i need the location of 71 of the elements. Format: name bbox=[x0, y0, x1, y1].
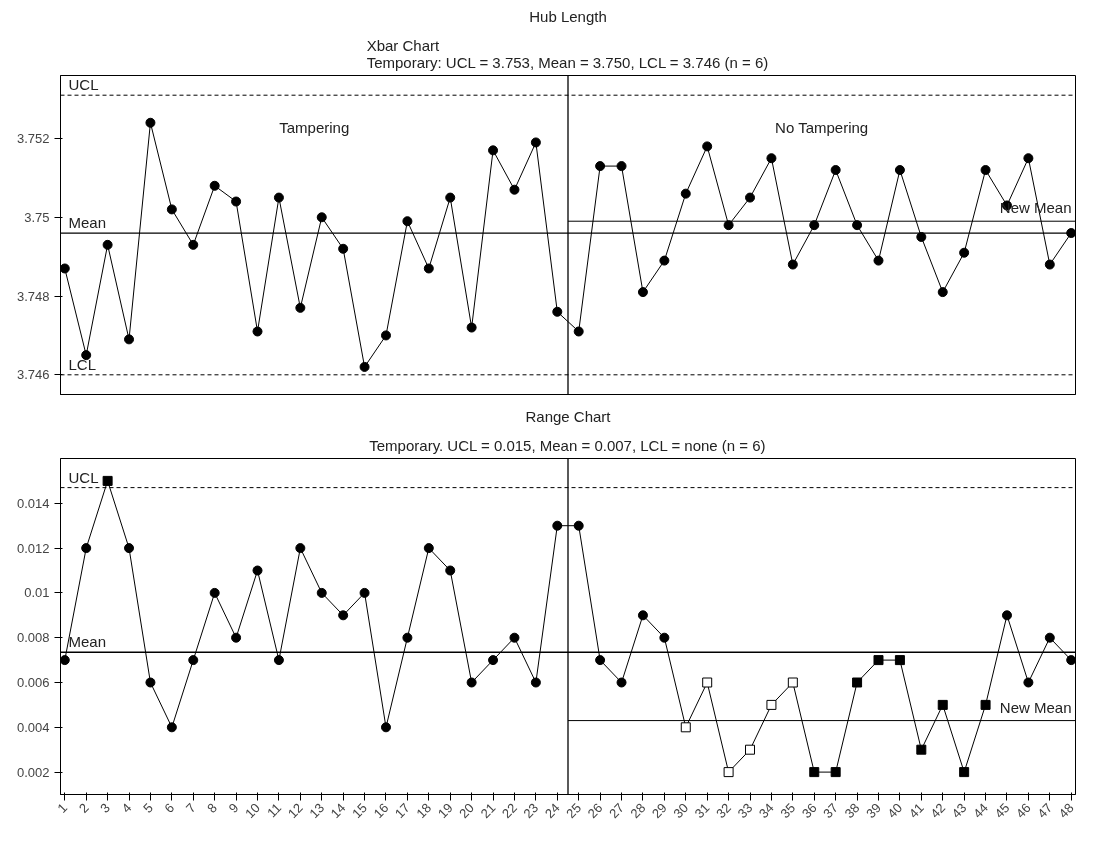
x-tick-label: 47 bbox=[1034, 800, 1056, 822]
x-tick-label: 21 bbox=[477, 800, 499, 822]
chart-subtitle: Xbar Chart Temporary: UCL = 3.753, Mean = 3.750, LCL = 3.746 (n = 6) bbox=[366, 36, 769, 71]
chart-title: Hub Length bbox=[529, 7, 607, 25]
x-tick-label: 22 bbox=[499, 800, 520, 822]
x-tick-label: 29 bbox=[648, 800, 670, 822]
y-tick-label: 0.004 bbox=[16, 719, 50, 735]
series-label: New Mean bbox=[999, 698, 1072, 716]
x-tick-label: 20 bbox=[456, 800, 478, 822]
annotation: No Tampering bbox=[775, 118, 869, 136]
x-tick-label: 43 bbox=[948, 800, 970, 822]
x-tick-label: 19 bbox=[434, 800, 456, 822]
y-tick-label: 0.008 bbox=[16, 630, 50, 646]
x-tick-label: 28 bbox=[627, 800, 649, 822]
x-tick-label: 14 bbox=[327, 800, 349, 822]
x-tick-label: 1 bbox=[54, 800, 71, 816]
x-tick-label: 36 bbox=[798, 800, 820, 822]
x-tick-label: 15 bbox=[349, 800, 370, 822]
x-tick-label: 45 bbox=[991, 800, 1013, 822]
x-tick-label: 39 bbox=[863, 800, 884, 822]
annotation: Tampering bbox=[279, 118, 350, 136]
y-tick-label: 0.012 bbox=[16, 540, 50, 556]
x-tick-label: 35 bbox=[777, 800, 799, 822]
x-tick-label: 24 bbox=[541, 800, 563, 822]
x-tick-label: 42 bbox=[927, 800, 949, 822]
y-tick-label: 3.752 bbox=[16, 131, 50, 147]
x-tick-label: 23 bbox=[520, 800, 542, 822]
x-tick-label: 13 bbox=[306, 800, 328, 822]
chart-title: Range Chart bbox=[525, 407, 612, 425]
y-tick-label: 0.014 bbox=[16, 495, 50, 511]
x-tick-label: 38 bbox=[841, 800, 863, 822]
x-tick-label: 32 bbox=[713, 800, 734, 822]
x-tick-label: 46 bbox=[1012, 800, 1034, 822]
y-tick-label: 3.75 bbox=[24, 209, 50, 225]
x-tick-label: 18 bbox=[413, 800, 435, 822]
x-tick-label: 31 bbox=[691, 800, 713, 822]
x-tick-label: 4 bbox=[118, 800, 135, 816]
x-tick-label: 34 bbox=[755, 800, 777, 822]
x-tick-label: 40 bbox=[884, 800, 906, 822]
x-tick-label: 33 bbox=[734, 800, 756, 822]
x-tick-label: 26 bbox=[584, 800, 606, 822]
y-tick-label: 3.748 bbox=[16, 288, 50, 304]
x-tick-label: 30 bbox=[670, 800, 692, 822]
ref-line-label: Mean bbox=[68, 214, 107, 232]
x-tick-label: 16 bbox=[370, 800, 392, 822]
ref-line-label: Mean bbox=[68, 633, 107, 651]
x-tick-label: 37 bbox=[820, 800, 842, 822]
x-tick-label: 11 bbox=[264, 800, 285, 821]
x-tick-label: 3 bbox=[97, 800, 113, 816]
ref-line-label: UCL bbox=[68, 76, 99, 94]
x-tick-label: 2 bbox=[75, 800, 92, 816]
x-tick-label: 8 bbox=[204, 800, 221, 816]
x-tick-label: 25 bbox=[563, 800, 585, 822]
x-tick-label: 27 bbox=[606, 800, 627, 822]
y-tick-label: 3.746 bbox=[16, 367, 50, 383]
x-tick-label: 44 bbox=[970, 800, 991, 822]
x-tick-label: 41 bbox=[905, 800, 927, 822]
x-tick-label: 5 bbox=[140, 800, 156, 816]
ref-line-label: UCL bbox=[68, 468, 99, 486]
x-tick-label: 9 bbox=[225, 800, 242, 816]
x-tick-label: 6 bbox=[161, 800, 178, 816]
ref-line-label: LCL bbox=[68, 355, 97, 373]
x-tick-label: 12 bbox=[284, 800, 306, 822]
x-tick-label: 17 bbox=[391, 800, 413, 822]
x-tick-label: 7 bbox=[182, 800, 199, 816]
x-tick-label: 10 bbox=[242, 800, 263, 822]
y-tick-label: 0.006 bbox=[16, 675, 50, 690]
chart-subtitle: Temporary. UCL = 0.015, Mean = 0.007, LCL = none (n = 6) bbox=[369, 436, 766, 454]
y-tick-label: 0.002 bbox=[16, 764, 50, 780]
x-tick-label: 48 bbox=[1055, 800, 1077, 822]
y-tick-label: 0.01 bbox=[24, 585, 50, 601]
